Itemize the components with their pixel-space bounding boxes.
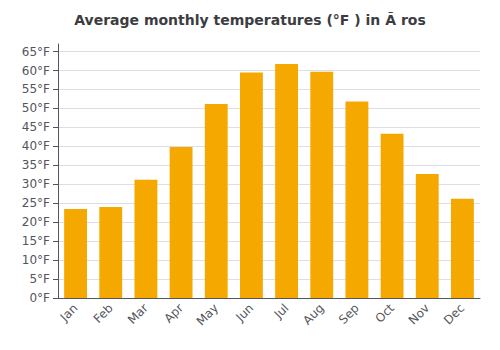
svg-text:Feb: Feb xyxy=(91,301,116,326)
svg-text:40°F: 40°F xyxy=(22,139,50,153)
svg-text:Nov: Nov xyxy=(406,301,432,327)
svg-text:45°F: 45°F xyxy=(22,120,50,134)
svg-text:Mar: Mar xyxy=(125,301,151,327)
svg-text:10°F: 10°F xyxy=(22,253,50,267)
svg-text:Average monthly temperatures (: Average monthly temperatures (°F ) in Ã … xyxy=(74,12,426,28)
svg-text:Dec: Dec xyxy=(441,301,467,327)
svg-text:Jul: Jul xyxy=(271,301,292,322)
svg-text:0°F: 0°F xyxy=(29,291,50,305)
svg-text:60°F: 60°F xyxy=(22,64,50,78)
svg-text:65°F: 65°F xyxy=(22,45,50,59)
svg-text:Jan: Jan xyxy=(57,301,81,325)
svg-text:5°F: 5°F xyxy=(29,272,50,286)
svg-text:May: May xyxy=(194,301,221,328)
svg-text:25°F: 25°F xyxy=(22,196,50,210)
svg-text:Sep: Sep xyxy=(336,301,362,327)
svg-text:Jun: Jun xyxy=(233,301,257,325)
svg-text:Apr: Apr xyxy=(161,301,186,326)
svg-text:55°F: 55°F xyxy=(22,82,50,96)
svg-text:30°F: 30°F xyxy=(22,177,50,191)
svg-text:Oct: Oct xyxy=(372,301,397,326)
svg-text:15°F: 15°F xyxy=(22,234,50,248)
svg-text:50°F: 50°F xyxy=(22,101,50,115)
svg-text:Aug: Aug xyxy=(300,301,326,327)
svg-text:35°F: 35°F xyxy=(22,158,50,172)
svg-text:20°F: 20°F xyxy=(22,215,50,229)
